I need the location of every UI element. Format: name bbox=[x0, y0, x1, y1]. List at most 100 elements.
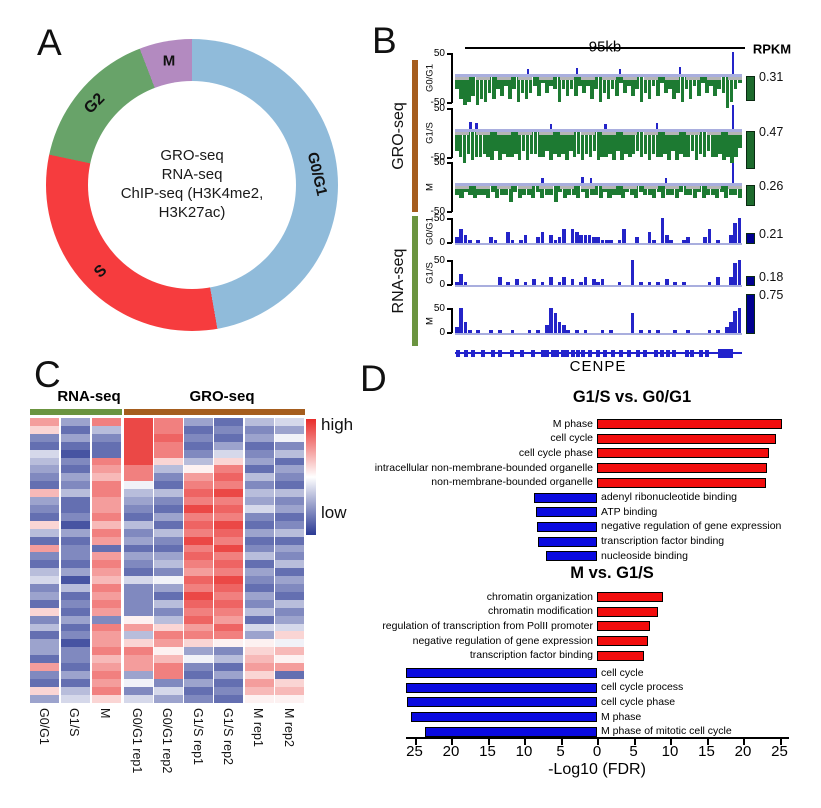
signal-bin bbox=[495, 186, 500, 199]
heatmap-band bbox=[184, 512, 214, 521]
signal-bin bbox=[733, 77, 738, 90]
go-bar bbox=[597, 592, 663, 602]
heatmap-band bbox=[244, 504, 274, 513]
heatmap-band bbox=[30, 599, 59, 608]
signal-bin bbox=[516, 77, 521, 102]
signal-bin bbox=[536, 330, 541, 333]
heatmap-column-G0/G1 rep2 bbox=[153, 418, 183, 703]
signal-bin bbox=[617, 240, 622, 243]
heatmap-band bbox=[275, 544, 304, 553]
gene-end-exon bbox=[717, 348, 734, 358]
signal-bin bbox=[506, 231, 511, 243]
heatmap-band bbox=[30, 536, 59, 545]
heatmap-band bbox=[214, 591, 244, 600]
track-axis-tick bbox=[447, 308, 452, 310]
signal-bin bbox=[639, 330, 643, 333]
heatmap-band bbox=[123, 694, 153, 703]
panel-a-letter: A bbox=[37, 22, 62, 63]
gene-exon bbox=[561, 349, 566, 357]
heatmap-band bbox=[244, 473, 274, 482]
signal-bin bbox=[612, 132, 616, 160]
heatmap-band bbox=[184, 465, 214, 474]
heatmap-band bbox=[30, 615, 59, 624]
signal-bin bbox=[533, 132, 538, 154]
heatmap-band bbox=[244, 584, 274, 592]
heatmap-band bbox=[30, 481, 59, 490]
go-bar bbox=[597, 621, 650, 632]
signal-bin bbox=[698, 132, 703, 154]
gene-exon bbox=[671, 349, 676, 357]
signal-bin bbox=[489, 237, 493, 243]
signal-bin bbox=[513, 186, 518, 193]
heatmap-column-label: G0/G1 bbox=[36, 708, 51, 745]
heatmap-band bbox=[214, 441, 244, 450]
go-bar-label: cell cycle process bbox=[601, 681, 684, 694]
signal-bin bbox=[574, 330, 579, 333]
gene-exon bbox=[704, 349, 709, 357]
signal-bin bbox=[737, 217, 742, 243]
go-bar bbox=[407, 697, 597, 708]
signal-bin bbox=[664, 234, 669, 243]
heatmap-column-label: G1/S bbox=[67, 708, 82, 737]
signal-bin bbox=[719, 186, 724, 193]
signal-bin bbox=[510, 330, 515, 333]
heatmap-band bbox=[123, 528, 153, 537]
gene-exon bbox=[690, 349, 695, 357]
signal-bin bbox=[510, 240, 515, 243]
signal-bin bbox=[663, 132, 667, 154]
heatmap-band bbox=[214, 663, 244, 671]
heatmap-band bbox=[30, 631, 59, 640]
signal-bin bbox=[549, 307, 553, 333]
go-bar-label: chromatin organization bbox=[486, 590, 593, 603]
go-bar bbox=[537, 536, 597, 547]
signal-bin bbox=[561, 77, 566, 90]
track-zero-line bbox=[455, 243, 742, 245]
signal-bin bbox=[467, 77, 471, 102]
go-bar-label: adenyl ribonucleotide binding bbox=[601, 491, 738, 503]
heatmap-band bbox=[30, 457, 59, 466]
signal-bin bbox=[508, 186, 513, 202]
heatmap-band bbox=[184, 663, 214, 671]
track-gray-line bbox=[455, 186, 742, 189]
signal-bin bbox=[638, 186, 643, 193]
heatmap-band bbox=[153, 433, 183, 442]
heatmap-column-M rep1 bbox=[244, 418, 274, 703]
heatmap-band bbox=[123, 655, 153, 664]
signal-bin bbox=[656, 330, 660, 333]
heatmap-band bbox=[153, 489, 183, 498]
signal-spike bbox=[526, 69, 530, 74]
signal-bin bbox=[683, 132, 687, 157]
track-axis-min: 0 bbox=[439, 237, 445, 248]
go-axis-tick bbox=[706, 739, 709, 745]
signal-bin bbox=[627, 77, 631, 87]
signal-bin bbox=[557, 237, 562, 243]
heatmap-band bbox=[123, 607, 153, 616]
signal-bin bbox=[710, 132, 715, 157]
heatmap-band bbox=[60, 504, 90, 513]
heatmap-band bbox=[153, 473, 183, 482]
gene-exon bbox=[602, 349, 607, 357]
heatmap-band bbox=[214, 615, 244, 624]
signal-bin bbox=[706, 186, 711, 196]
track-axis-max: 50 bbox=[433, 255, 445, 266]
signal-bin bbox=[656, 186, 661, 193]
heatmap-band bbox=[91, 489, 121, 498]
track-label: M bbox=[424, 317, 436, 325]
signal-bin bbox=[706, 132, 711, 151]
signal-bin bbox=[549, 186, 554, 196]
heatmap-band bbox=[91, 497, 121, 505]
go-axis-tick bbox=[633, 739, 636, 745]
track-label: G1/S bbox=[424, 262, 436, 284]
signal-bin bbox=[616, 132, 620, 151]
heatmap-band bbox=[275, 441, 304, 450]
heatmap-band bbox=[91, 671, 121, 679]
signal-bin bbox=[672, 77, 676, 99]
heatmap-band bbox=[184, 497, 214, 505]
track-axis-min: -50 bbox=[430, 206, 445, 217]
heatmap-band bbox=[214, 433, 244, 442]
heatmap-band bbox=[60, 425, 90, 434]
signal-bin bbox=[497, 330, 502, 333]
heatmap-band bbox=[184, 694, 214, 703]
heatmap-band bbox=[275, 552, 304, 561]
signal-bin bbox=[527, 330, 532, 333]
